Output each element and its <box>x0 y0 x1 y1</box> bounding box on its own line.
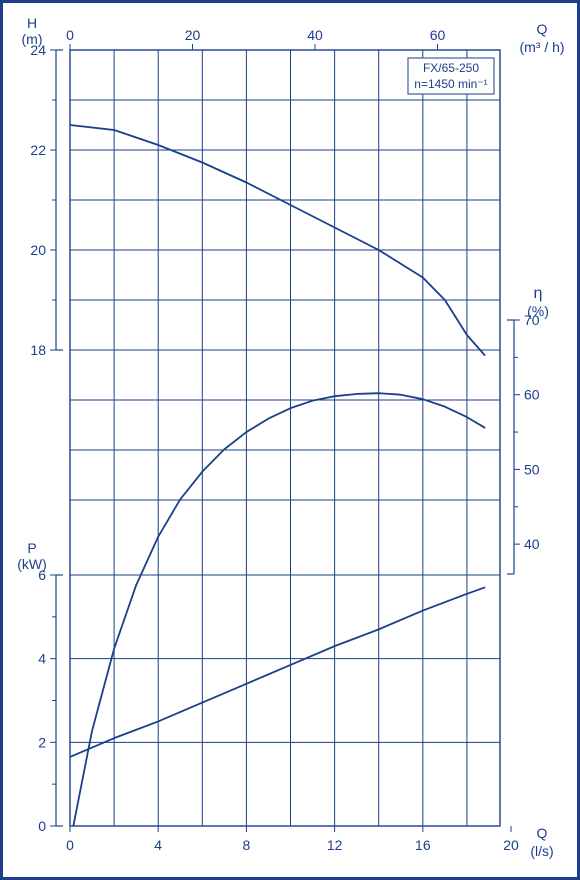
bottom-tick-label: 16 <box>415 837 431 853</box>
bottom-tick-label: 0 <box>66 837 74 853</box>
bottom-axis-unit: (l/s) <box>530 843 553 859</box>
right-eta-tick-label: 70 <box>524 312 540 328</box>
top-tick-label: 60 <box>430 27 446 43</box>
info-box-line2: n=1450 min⁻¹ <box>414 77 487 91</box>
bottom-tick-label: 8 <box>243 837 251 853</box>
right-eta-tick-label: 60 <box>524 387 540 403</box>
bottom-tick-label: 20 <box>503 837 519 853</box>
top-tick-label: 40 <box>307 27 323 43</box>
left-P-tick-label: 0 <box>38 818 46 834</box>
left-H-tick-label: 20 <box>30 242 46 258</box>
bottom-axis-label-Q: Q <box>537 825 548 841</box>
left-P-tick-label: 2 <box>38 734 46 750</box>
left-H-tick-label: 18 <box>30 342 46 358</box>
chart-svg: 0204060Q(m³ / h)048121620Q(l/s)H(m)18202… <box>0 0 580 880</box>
top-axis-label-Q: Q <box>537 21 548 37</box>
right-eta-tick-label: 50 <box>524 461 540 477</box>
bottom-tick-label: 12 <box>327 837 343 853</box>
left-H-tick-label: 24 <box>30 42 46 58</box>
top-axis-unit: (m³ / h) <box>519 39 564 55</box>
top-tick-label: 20 <box>185 27 201 43</box>
left-P-tick-label: 4 <box>38 651 46 667</box>
info-box-line1: FX/65-250 <box>423 61 479 75</box>
plot-border <box>70 50 500 826</box>
right-eta-label: η <box>534 285 543 302</box>
bottom-tick-label: 4 <box>154 837 162 853</box>
left-H-tick-label: 22 <box>30 142 46 158</box>
top-tick-label: 0 <box>66 27 74 43</box>
right-eta-tick-label: 40 <box>524 536 540 552</box>
left-P-tick-label: 6 <box>38 567 46 583</box>
left-P-label: P <box>27 540 36 556</box>
pump-curve-chart: 0204060Q(m³ / h)048121620Q(l/s)H(m)18202… <box>0 0 580 880</box>
left-H-label: H <box>27 15 37 31</box>
